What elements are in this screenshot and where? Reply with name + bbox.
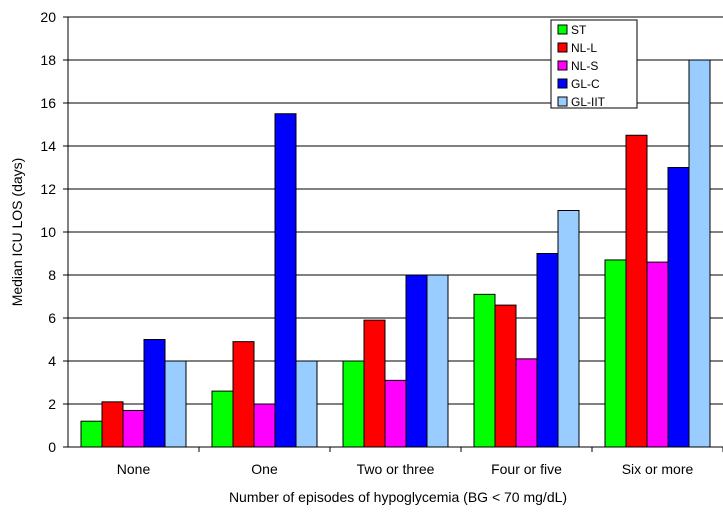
- bar-nl-s-one: [253, 403, 276, 448]
- bar-gl-c-two-or-three: [405, 274, 428, 448]
- bar-nl-s-none: [122, 409, 145, 448]
- bar-gl-c-six-or-more: [667, 167, 690, 448]
- legend-label: NL-L: [571, 41, 597, 55]
- legend-label: GL-C: [571, 77, 600, 91]
- y-tick-label: 8: [48, 267, 56, 283]
- legend-label: GL-IIT: [571, 95, 606, 109]
- y-tick-label: 18: [40, 52, 56, 68]
- bar-gl-iit-six-or-more: [688, 59, 711, 448]
- y-tick-labels: 0 2 4 6 8 10 12 14 16 18 20: [40, 9, 56, 455]
- y-tick-label: 0: [48, 439, 56, 455]
- legend-swatch: [557, 96, 568, 107]
- bar-gl-c-one: [274, 113, 297, 448]
- bar-st-one: [211, 390, 234, 448]
- bar-gl-iit-none: [164, 360, 187, 448]
- legend-label: ST: [571, 23, 587, 37]
- bar-st-six-or-more: [604, 259, 627, 448]
- x-tick-label: Four or five: [491, 461, 562, 477]
- bar-gl-iit-four-or-five: [557, 210, 580, 448]
- bar-nl-s-two-or-three: [384, 379, 407, 448]
- y-tick-label: 10: [40, 224, 56, 240]
- x-tick-labels: None One Two or three Four or five Six or mo…: [117, 461, 694, 477]
- y-tick-label: 16: [40, 95, 56, 111]
- bar-nl-s-four-or-five: [515, 358, 538, 448]
- axes: [63, 16, 723, 452]
- y-tick-label: 12: [40, 181, 56, 197]
- x-axis-label: Number of episodes of hypoglycemia (BG <…: [229, 489, 567, 505]
- bar-gl-iit-two-or-three: [426, 274, 449, 448]
- legend-swatch: [557, 78, 568, 89]
- legend-label: NL-S: [571, 59, 598, 73]
- bar-st-none: [80, 420, 103, 448]
- bar-nl-l-four-or-five: [494, 304, 517, 448]
- bar-gl-c-four-or-five: [536, 253, 559, 448]
- bar-gl-iit-one: [295, 360, 318, 448]
- x-tick-label: None: [117, 461, 151, 477]
- legend: ST NL-L NL-S GL-C GL-IIT: [550, 19, 638, 109]
- x-tick-label: Six or more: [622, 461, 694, 477]
- bar-gl-c-none: [143, 339, 166, 448]
- x-tick-label: Two or three: [357, 461, 435, 477]
- y-tick-label: 6: [48, 310, 56, 326]
- bar-st-two-or-three: [342, 360, 365, 448]
- bar-nl-l-six-or-more: [625, 134, 648, 448]
- bars: [80, 59, 711, 448]
- bar-nl-l-one: [232, 341, 255, 448]
- bar-nl-l-two-or-three: [363, 319, 386, 448]
- legend-swatch: [557, 42, 568, 53]
- bar-st-four-or-five: [473, 293, 496, 448]
- y-tick-label: 20: [40, 9, 56, 25]
- y-tick-label: 4: [48, 353, 56, 369]
- y-tick-label: 14: [40, 138, 56, 154]
- y-tick-label: 2: [48, 396, 56, 412]
- bar-nl-s-six-or-more: [646, 261, 669, 448]
- y-axis-label: Median ICU LOS (days): [9, 158, 25, 307]
- bar-nl-l-none: [101, 401, 124, 448]
- legend-swatch: [557, 60, 568, 71]
- legend-swatch: [557, 24, 568, 35]
- x-tick-label: One: [251, 461, 278, 477]
